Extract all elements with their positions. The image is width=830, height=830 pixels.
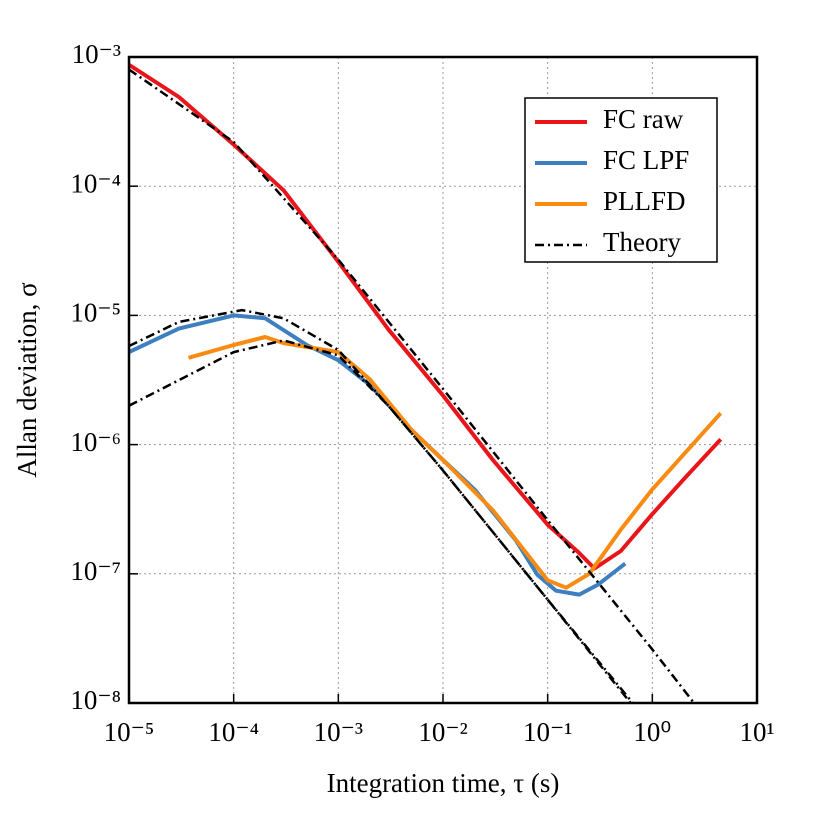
x-tick-label: 10⁰ [633, 717, 671, 747]
x-tick-label: 10⁻⁴ [208, 717, 259, 747]
y-tick-label: 10⁻⁷ [70, 556, 121, 586]
x-axis-label: Integration time, τ (s) [327, 768, 560, 798]
series-line [129, 313, 627, 597]
legend-label: FC raw [603, 104, 684, 134]
plot-frame [127, 55, 759, 705]
x-tick-label: 10¹ [739, 717, 774, 747]
y-tick-label: 10⁻⁸ [70, 685, 121, 715]
series-line [187, 335, 723, 590]
y-tick-label: 10⁻⁵ [70, 298, 121, 328]
x-tick-label: 10⁻⁵ [104, 717, 155, 747]
legend-box [524, 97, 718, 263]
series-line [129, 63, 723, 571]
legend-label: Theory [603, 227, 681, 257]
x-tick-label: 10⁻² [418, 717, 467, 747]
y-axis-label: Allan deviation, σ [12, 282, 42, 478]
legend-label: PLLFD [603, 186, 686, 216]
y-tick-label: 10⁻⁶ [70, 427, 121, 457]
series-line [129, 68, 695, 703]
x-tick-label: 10⁻³ [314, 717, 363, 747]
y-tick-label: 10⁻³ [72, 39, 121, 69]
y-tick-label: 10⁻⁴ [70, 168, 121, 198]
x-tick-label: 10⁻¹ [523, 717, 572, 747]
legend-label: FC LPF [603, 145, 689, 175]
